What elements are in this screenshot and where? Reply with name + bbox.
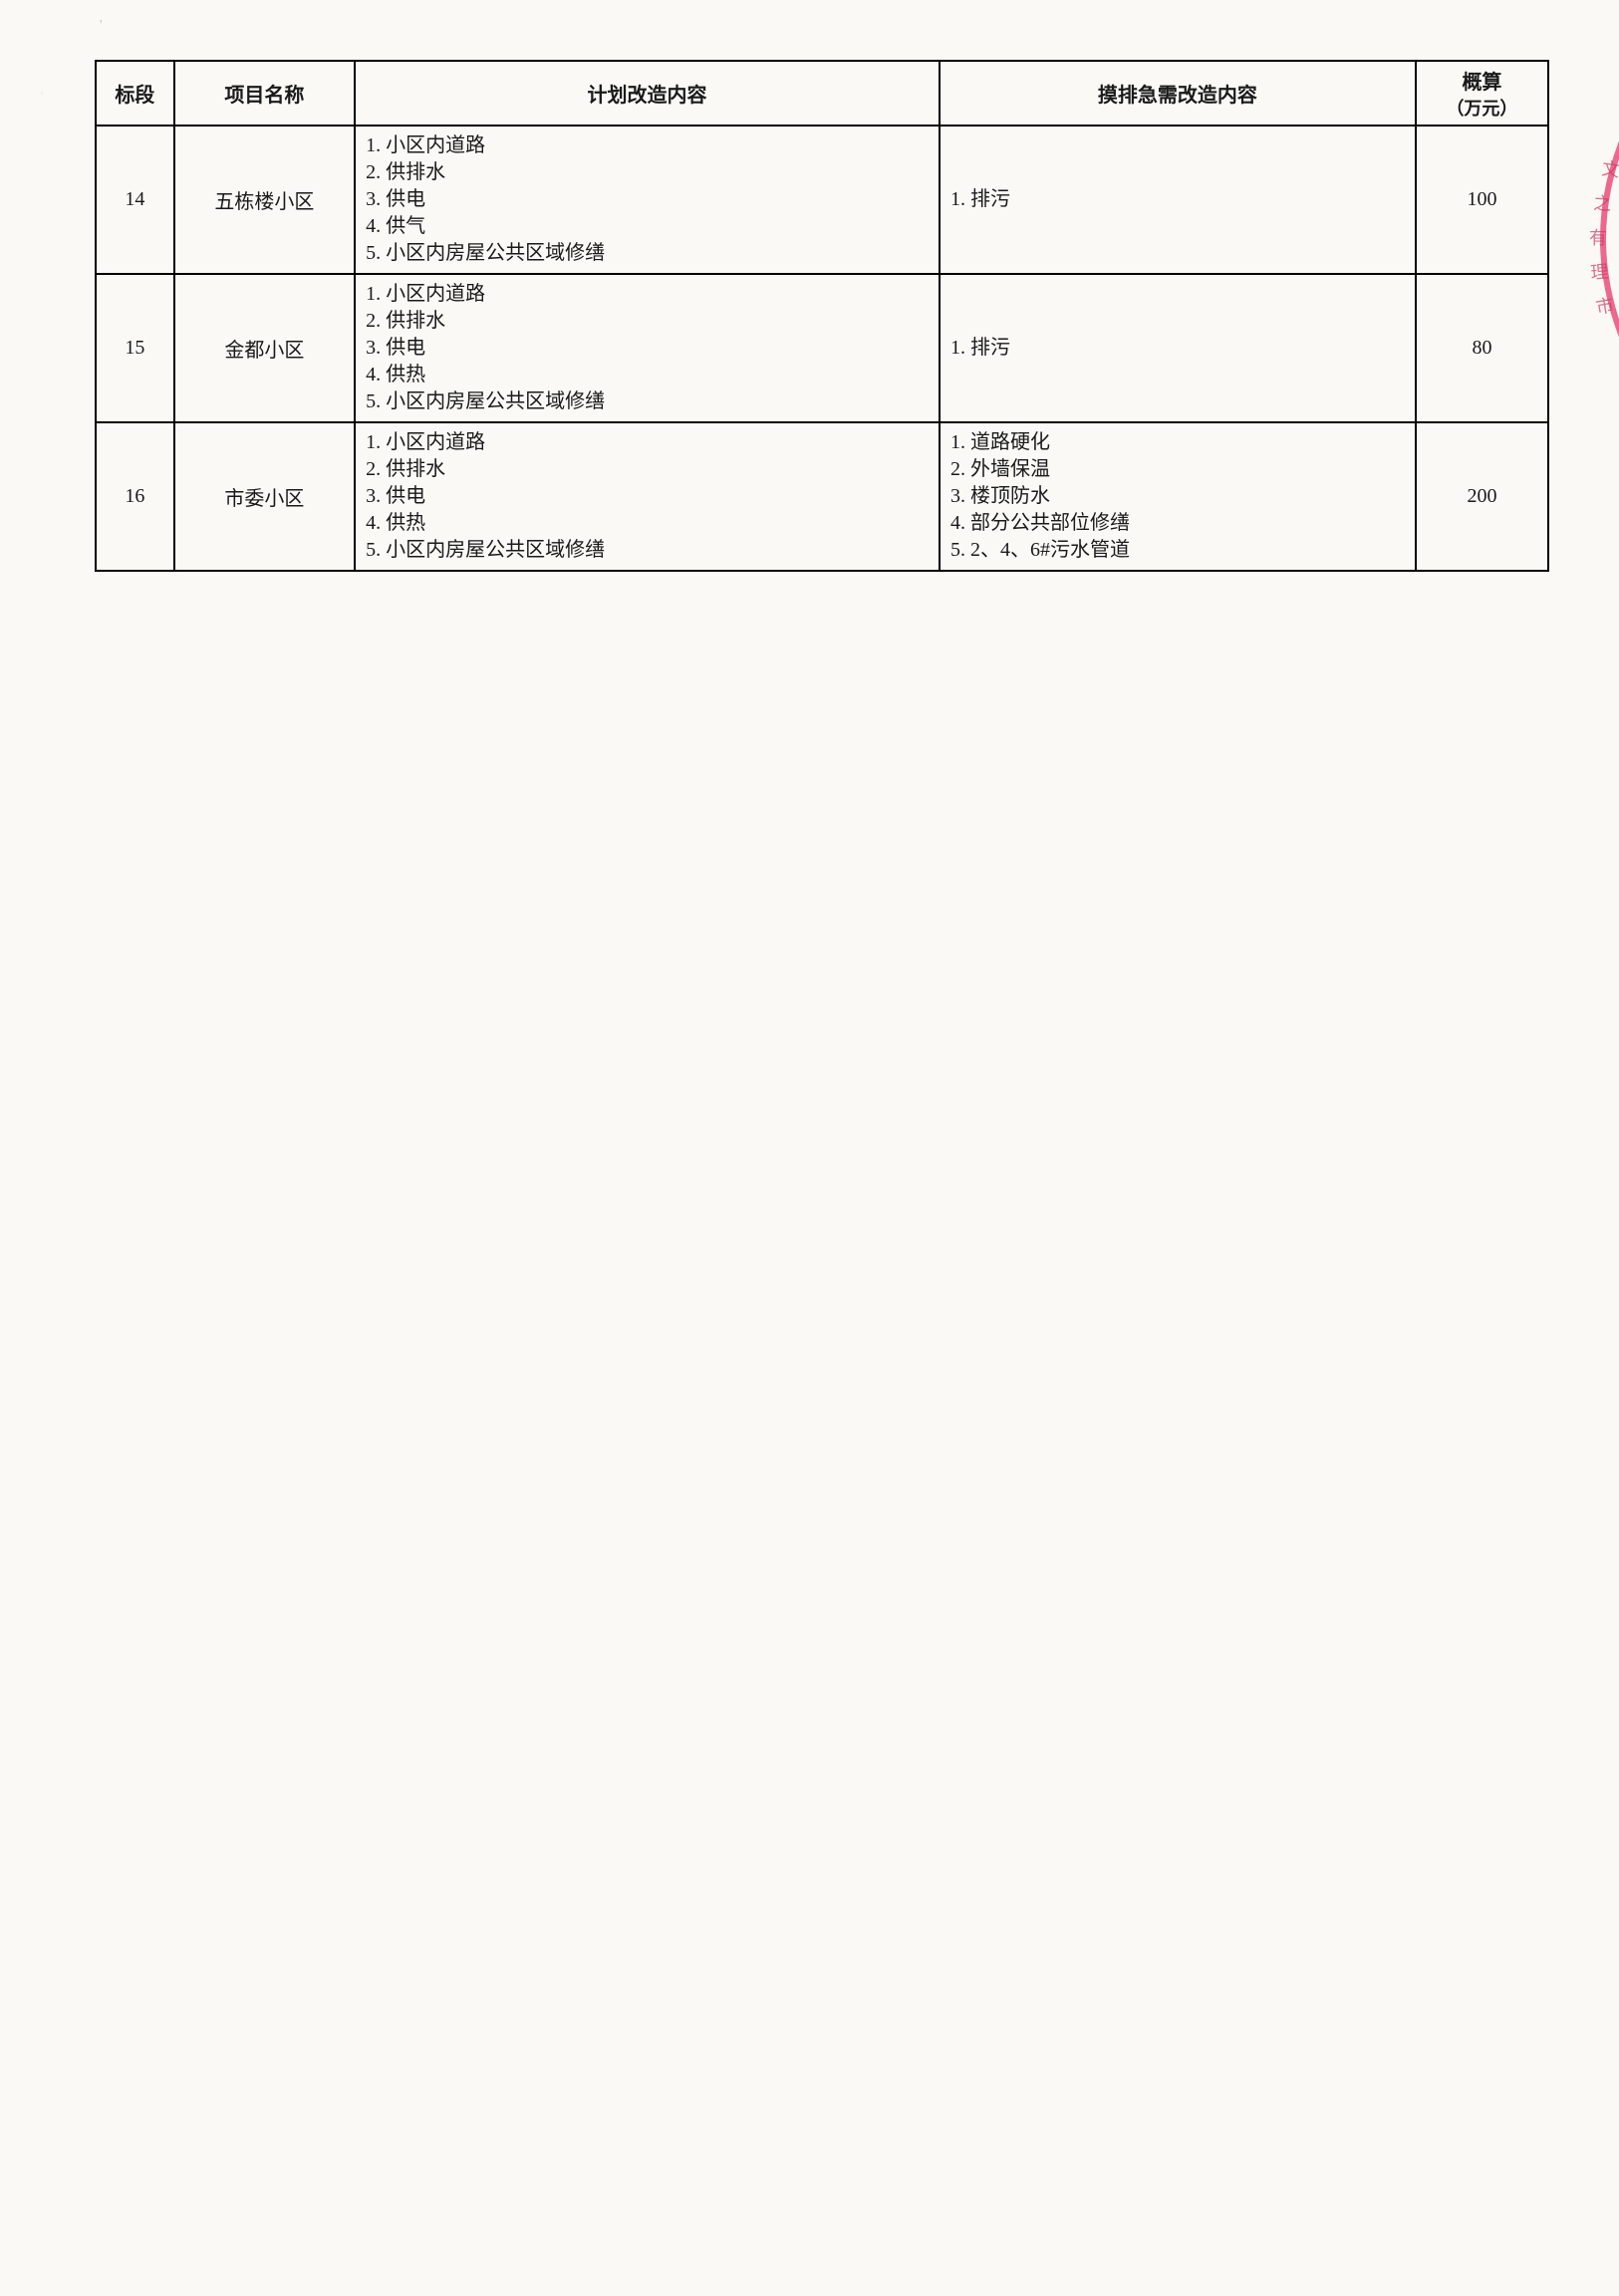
cell-urgent: 1. 排污	[946, 184, 1409, 215]
table-row: 15 金都小区 1. 小区内道路 2. 供排水 3. 供电 4. 供热 5. 小…	[96, 274, 1548, 422]
table-row: 14 五栋楼小区 1. 小区内道路 2. 供排水 3. 供电 4. 供气 5. …	[96, 126, 1548, 274]
cell-urgent: 1. 道路硬化 2. 外墙保温 3. 楼顶防水 4. 部分公共部位修缮 5. 2…	[946, 427, 1409, 566]
cell-id: 16	[96, 422, 174, 571]
table-header-row: 标段 项目名称 计划改造内容 摸排急需改造内容 概算 （万元）	[96, 61, 1548, 126]
cell-urgent: 1. 排污	[946, 333, 1409, 364]
budget-header-line1: 概算	[1423, 66, 1541, 95]
cell-plan: 1. 小区内道路 2. 供排水 3. 供电 4. 供热 5. 小区内房屋公共区域…	[362, 279, 933, 417]
table-header: 标段 项目名称 计划改造内容 摸排急需改造内容 概算 （万元）	[96, 61, 1548, 126]
col-header-plan: 计划改造内容	[355, 61, 940, 126]
cell-id: 15	[96, 274, 174, 422]
budget-header-line2: （万元）	[1423, 95, 1541, 121]
cell-name: 五栋楼小区	[174, 126, 355, 274]
cell-budget: 80	[1416, 274, 1548, 422]
scan-mark: '	[100, 18, 103, 34]
cell-plan: 1. 小区内道路 2. 供排水 3. 供电 4. 供气 5. 小区内房屋公共区域…	[362, 130, 933, 269]
cell-budget: 100	[1416, 126, 1548, 274]
cell-plan: 1. 小区内道路 2. 供排水 3. 供电 4. 供热 5. 小区内房屋公共区域…	[362, 427, 933, 566]
cell-name: 市委小区	[174, 422, 355, 571]
scan-mark-2: ·	[40, 86, 44, 101]
col-header-budget: 概算 （万元）	[1416, 61, 1548, 126]
table-row: 16 市委小区 1. 小区内道路 2. 供排水 3. 供电 4. 供热 5. 小…	[96, 422, 1548, 571]
cell-budget: 200	[1416, 422, 1548, 571]
renovation-table: 标段 项目名称 计划改造内容 摸排急需改造内容 概算 （万元） 14 五栋楼小区…	[95, 60, 1549, 572]
table-body: 14 五栋楼小区 1. 小区内道路 2. 供排水 3. 供电 4. 供气 5. …	[96, 126, 1548, 571]
cell-name: 金都小区	[174, 274, 355, 422]
col-header-name: 项目名称	[174, 61, 355, 126]
cell-id: 14	[96, 126, 174, 274]
col-header-id: 标段	[96, 61, 174, 126]
col-header-urgent: 摸排急需改造内容	[940, 61, 1416, 126]
page-container: 标段 项目名称 计划改造内容 摸排急需改造内容 概算 （万元） 14 五栋楼小区…	[0, 0, 1619, 632]
